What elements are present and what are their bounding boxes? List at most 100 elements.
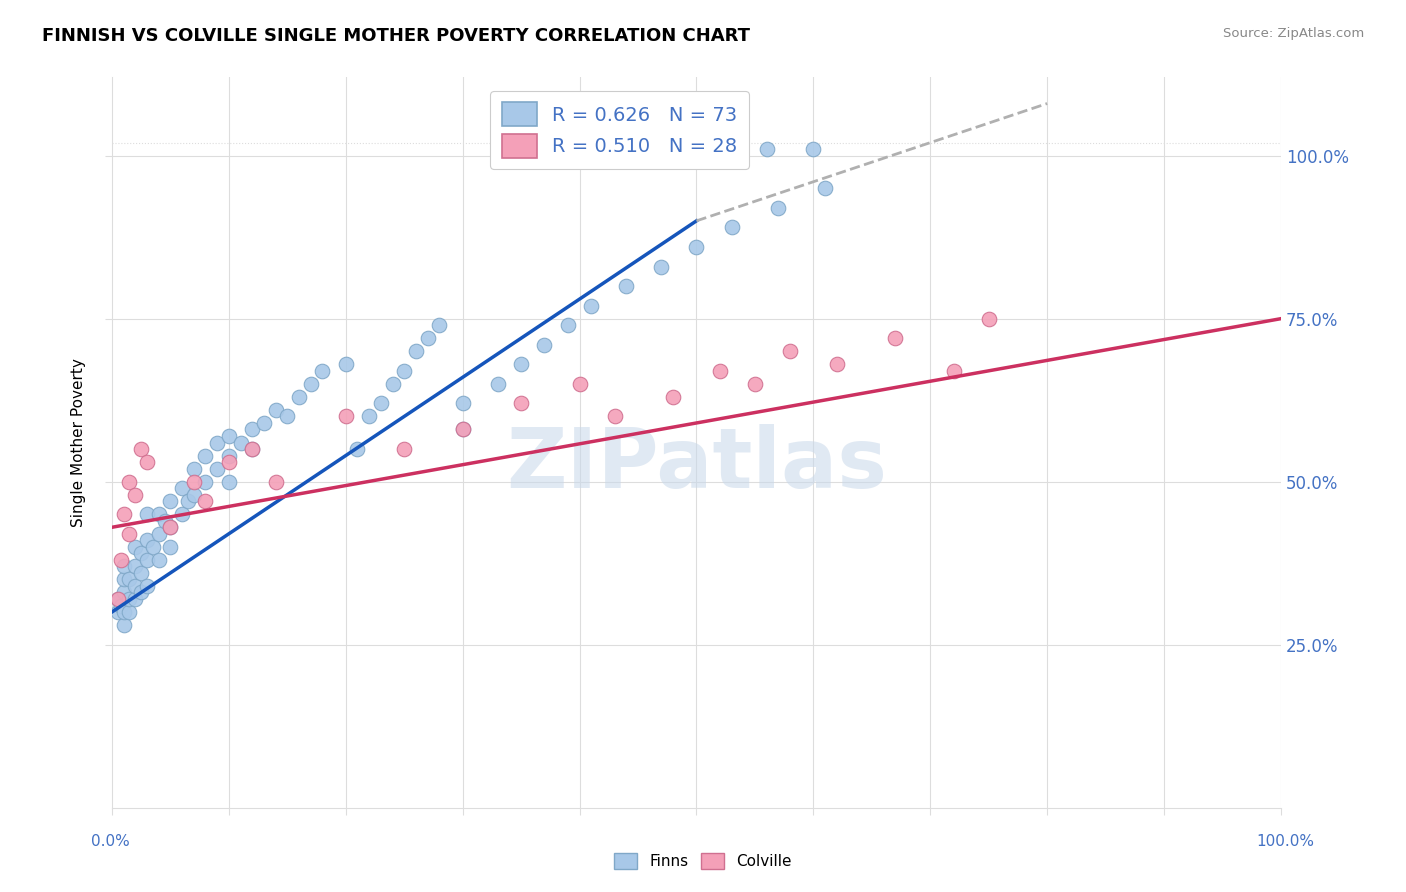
Point — [194, 449, 217, 463]
Point — [118, 475, 141, 489]
Point — [136, 553, 159, 567]
Point — [264, 403, 287, 417]
Text: FINNISH VS COLVILLE SINGLE MOTHER POVERTY CORRELATION CHART: FINNISH VS COLVILLE SINGLE MOTHER POVERT… — [42, 27, 751, 45]
Point — [264, 475, 287, 489]
Point — [107, 605, 129, 619]
Point — [486, 376, 509, 391]
Point — [159, 520, 181, 534]
Point — [405, 344, 427, 359]
Point — [801, 142, 824, 156]
Point — [112, 559, 135, 574]
Point — [194, 475, 217, 489]
Point — [288, 390, 311, 404]
Point — [568, 142, 591, 156]
Point — [346, 442, 368, 456]
Point — [335, 409, 357, 424]
Point — [159, 494, 181, 508]
Point — [118, 605, 141, 619]
Point — [568, 376, 591, 391]
Legend: Finns, Colville: Finns, Colville — [609, 847, 797, 875]
Point — [124, 540, 146, 554]
Point — [335, 357, 357, 371]
Point — [533, 337, 555, 351]
Text: ZIPatlas: ZIPatlas — [506, 424, 887, 505]
Point — [153, 514, 176, 528]
Point — [112, 508, 135, 522]
Y-axis label: Single Mother Poverty: Single Mother Poverty — [72, 358, 86, 527]
Point — [510, 357, 533, 371]
Point — [720, 142, 742, 156]
Point — [229, 435, 252, 450]
Point — [977, 311, 1000, 326]
Point — [112, 573, 135, 587]
Point — [218, 429, 240, 443]
Point — [110, 599, 132, 613]
Point — [148, 526, 170, 541]
Legend: R = 0.626   N = 73, R = 0.510   N = 28: R = 0.626 N = 73, R = 0.510 N = 28 — [489, 91, 749, 169]
Point — [183, 488, 205, 502]
Point — [177, 494, 200, 508]
Point — [299, 376, 322, 391]
Point — [638, 142, 661, 156]
Point — [311, 364, 333, 378]
Point — [451, 396, 474, 410]
Point — [107, 592, 129, 607]
Point — [240, 442, 263, 456]
Point — [451, 422, 474, 436]
Point — [218, 475, 240, 489]
Point — [662, 390, 685, 404]
Point — [194, 494, 217, 508]
Point — [129, 585, 152, 599]
Point — [416, 331, 439, 345]
Point — [124, 592, 146, 607]
Point — [118, 592, 141, 607]
Point — [112, 605, 135, 619]
Point — [768, 201, 790, 215]
Point — [370, 396, 392, 410]
Point — [107, 592, 129, 607]
Point — [825, 357, 848, 371]
Point — [276, 409, 298, 424]
Point — [136, 508, 159, 522]
Point — [240, 442, 263, 456]
Point — [685, 142, 707, 156]
Point — [170, 481, 193, 495]
Point — [253, 416, 276, 430]
Point — [755, 142, 778, 156]
Point — [603, 409, 626, 424]
Point — [744, 376, 766, 391]
Point — [183, 475, 205, 489]
Point — [129, 442, 152, 456]
Text: 0.0%: 0.0% — [91, 834, 131, 848]
Point — [129, 546, 152, 560]
Point — [136, 533, 159, 548]
Point — [124, 559, 146, 574]
Point — [709, 364, 731, 378]
Point — [814, 181, 837, 195]
Point — [381, 376, 404, 391]
Point — [240, 422, 263, 436]
Point — [112, 618, 135, 632]
Point — [603, 142, 626, 156]
Point — [486, 142, 509, 156]
Point — [110, 553, 132, 567]
Text: 100.0%: 100.0% — [1257, 834, 1315, 848]
Point — [205, 435, 228, 450]
Point — [124, 488, 146, 502]
Point — [118, 573, 141, 587]
Point — [112, 585, 135, 599]
Point — [581, 299, 603, 313]
Point — [183, 461, 205, 475]
Point — [142, 540, 165, 554]
Point — [205, 461, 228, 475]
Point — [159, 520, 181, 534]
Point — [392, 442, 415, 456]
Point — [359, 409, 381, 424]
Point — [124, 579, 146, 593]
Point — [427, 318, 450, 333]
Point — [118, 526, 141, 541]
Text: Source: ZipAtlas.com: Source: ZipAtlas.com — [1223, 27, 1364, 40]
Point — [779, 344, 801, 359]
Point — [451, 422, 474, 436]
Point — [129, 566, 152, 580]
